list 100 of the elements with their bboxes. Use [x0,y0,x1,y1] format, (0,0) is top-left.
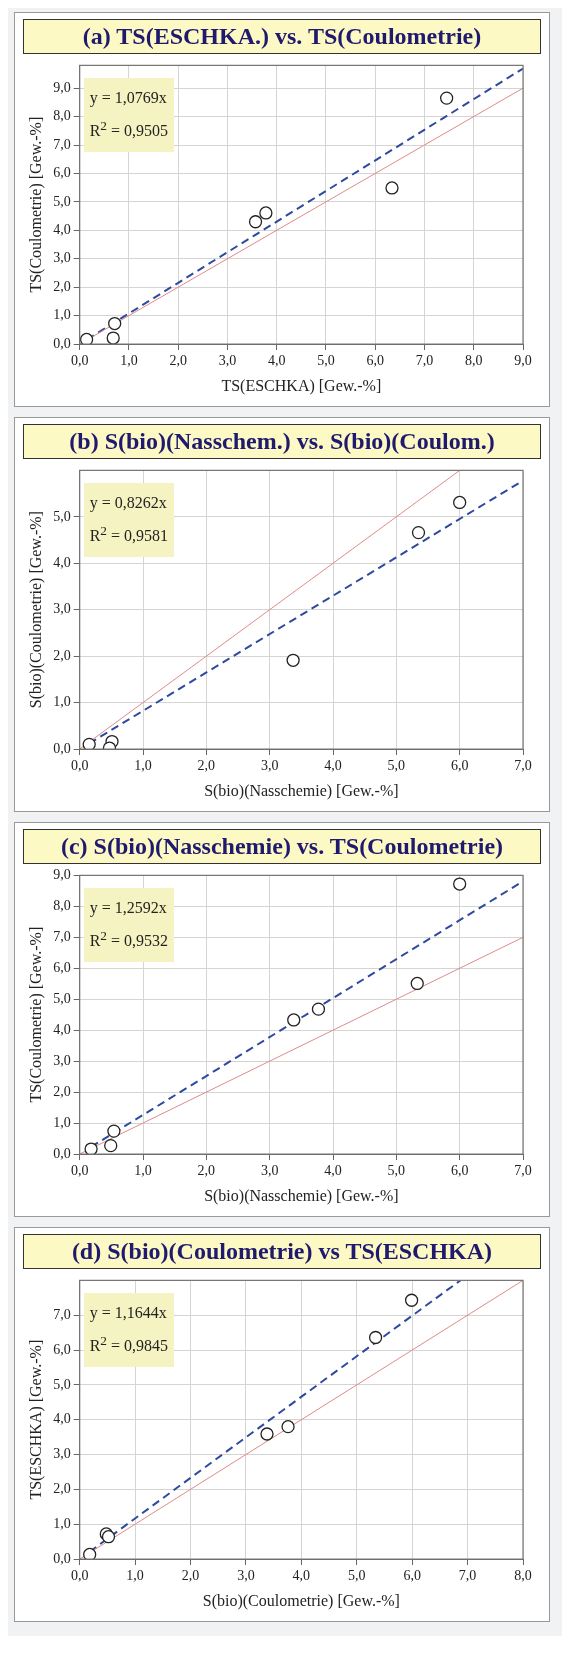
point [108,316,122,331]
x-tick-label: 0,0 [70,1568,89,1584]
y-tick-label: 0,0 [53,740,71,756]
x-tick-label: 5,0 [317,353,335,369]
x-axis-title: S(bio)(Nasschemie) [Gew.-%] [204,781,399,800]
point [84,1142,98,1154]
x-tick-label: 5,0 [348,1568,366,1584]
y-tick-label: 3,0 [53,601,71,617]
x-tick-label: 4,0 [324,1163,342,1179]
y-tick-label: 5,0 [53,990,71,1006]
point [106,331,120,344]
x-tick-label: 7,0 [514,1163,532,1179]
x-tick-label: 4,0 [292,1568,311,1584]
annotation: y = 1,0769x [89,88,168,109]
x-tick-label: 1,0 [134,1163,152,1179]
point [311,1002,326,1016]
x-tick-label: 0,0 [70,1163,89,1179]
x-tick-label: 0,0 [70,353,89,369]
y-tick-label: 8,0 [53,108,71,124]
y-tick-label: 1,0 [53,1515,71,1531]
y-tick-label: 4,0 [53,1411,71,1427]
x-tick-label: 6,0 [450,1163,469,1179]
y-tick-label: 9,0 [53,867,71,883]
y-tick-label: 4,0 [53,554,71,570]
point [79,332,94,344]
y-tick-label: 3,0 [53,1052,71,1068]
x-tick-label: 3,0 [218,353,237,369]
y-tick-label: 4,0 [53,221,71,237]
chart-title: (d) S(bio)(Coulometrie) vs TS(ESCHKA) [23,1234,541,1269]
x-tick-label: 3,0 [260,1163,279,1179]
x-tick-label: 7,0 [514,758,532,774]
point [281,1420,295,1434]
y-tick-label: 2,0 [53,647,71,663]
x-axis-title: S(bio)(Coulometrie) [Gew.-%] [202,1591,400,1610]
x-tick-label: 0,0 [70,758,89,774]
x-tick-label: 9,0 [514,353,532,369]
y-tick-label: 6,0 [53,959,71,975]
x-tick-label: 5,0 [387,758,406,774]
point [260,1427,274,1441]
y-axis-title: TS(Coulometrie) [Gew.-%] [26,926,45,1103]
y-axis-title: TS(Coulometrie) [Gew.-%] [26,116,45,293]
x-tick-label: 6,0 [450,758,469,774]
point [287,1013,301,1027]
x-tick-label: 6,0 [403,1568,421,1584]
y-tick-label: 1,0 [53,307,71,323]
y-tick-label: 1,0 [53,1114,71,1130]
chart-title: (b) S(bio)(Nasschem.) vs. S(bio)(Coulom.) [23,424,541,459]
x-tick-label: 2,0 [197,758,216,774]
y-tick-label: 4,0 [53,1021,71,1037]
x-tick-label: 2,0 [169,353,187,369]
point [368,1330,383,1345]
y-tick-label: 7,0 [53,928,71,944]
y-tick-label: 0,0 [53,1550,71,1566]
x-tick-label: 2,0 [197,1163,216,1179]
y-tick-label: 6,0 [53,165,71,181]
y-axis-title: S(bio)(Coulometrie) [Gew.-%] [26,511,45,709]
y-tick-label: 9,0 [53,79,71,95]
point [410,976,424,991]
y-tick-label: 2,0 [53,1481,71,1497]
point [404,1293,419,1307]
x-tick-label: 1,0 [134,758,152,774]
annotation: y = 1,1644x [89,1303,168,1324]
annotation: R$^{2}$ = 0,9505 [89,117,169,142]
point [248,215,263,229]
y-tick-label: 6,0 [53,1341,71,1357]
point [83,1547,97,1559]
y-tick-label: 5,0 [53,193,71,209]
point [259,206,273,220]
x-tick-label: 7,0 [415,353,434,369]
x-axis-title: TS(ESCHKA) [Gew.-%] [221,376,382,395]
x-tick-label: 1,0 [126,1568,144,1584]
point [453,877,467,891]
annotation: R$^{2}$ = 0,9581 [89,522,169,547]
x-tick-label: 3,0 [237,1568,255,1584]
chart-title: (c) S(bio)(Nasschemie) vs. TS(Coulometrie) [23,829,541,864]
point [286,653,300,667]
x-axis-title: S(bio)(Nasschemie) [Gew.-%] [204,1186,399,1205]
annotation: y = 1,2592x [89,898,168,919]
y-tick-label: 8,0 [53,898,71,914]
x-tick-label: 6,0 [366,353,384,369]
y-tick-label: 5,0 [53,508,71,524]
y-tick-label: 7,0 [53,1306,71,1322]
point [82,737,96,749]
x-tick-label: 8,0 [514,1568,532,1584]
y-tick-label: 1,0 [53,694,71,710]
x-tick-label: 5,0 [387,1163,406,1179]
chart-title: (a) TS(ESCHKA.) vs. TS(Coulometrie) [23,19,541,54]
annotation: y = 0,8262x [89,493,168,514]
point [440,91,454,105]
point [107,1124,121,1138]
y-tick-label: 2,0 [53,278,71,294]
y-tick-label: 0,0 [53,1145,71,1161]
point [385,181,399,195]
x-tick-label: 8,0 [464,353,483,369]
point [411,525,426,540]
annotation: R$^{2}$ = 0,9845 [89,1332,169,1357]
point [104,1138,118,1153]
x-tick-label: 3,0 [260,758,279,774]
y-tick-label: 7,0 [53,136,71,152]
y-tick-label: 0,0 [53,335,71,351]
